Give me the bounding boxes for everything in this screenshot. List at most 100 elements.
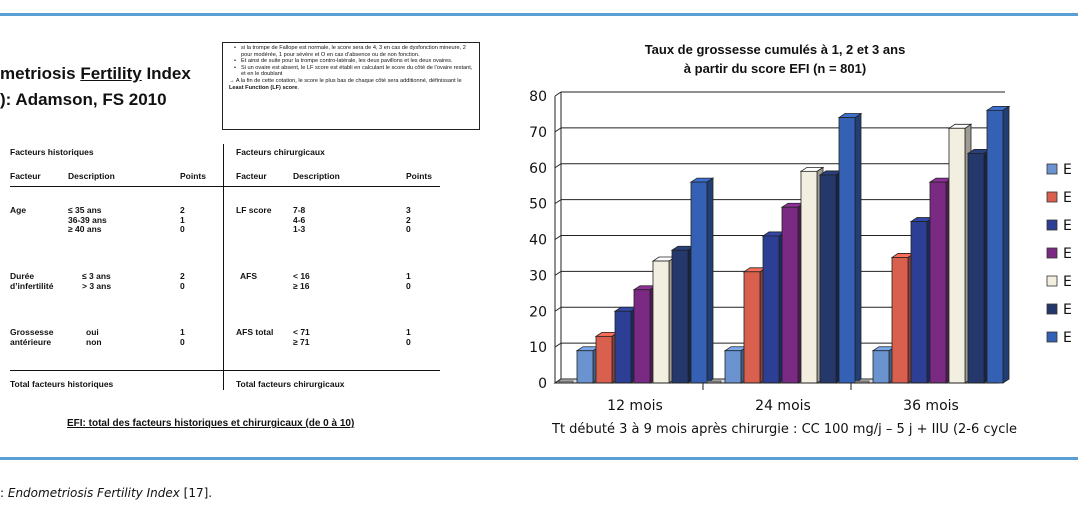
bar — [743, 271, 761, 384]
y-tick-label: 0 — [538, 376, 547, 392]
gridline-diagonal — [554, 270, 562, 276]
hist-factor: Durée d’infertilité — [10, 271, 54, 291]
bar — [891, 257, 909, 384]
bar — [986, 109, 1004, 384]
bar — [652, 260, 670, 384]
bar — [576, 350, 594, 384]
legend-swatch — [1046, 219, 1058, 231]
bar — [872, 350, 890, 384]
top-divider — [0, 13, 1078, 16]
y-tick-label: 20 — [529, 304, 547, 320]
table-column-rule — [223, 144, 224, 390]
bar — [929, 181, 947, 384]
chir-factor: AFS total — [236, 327, 274, 337]
hist-points: 1 0 — [180, 327, 185, 347]
chir-desc: 7-8 4-6 1-3 — [293, 205, 306, 235]
note-item: Et ainsi de suite pour la trompe contro-… — [234, 58, 473, 65]
gridline-diagonal — [554, 342, 562, 348]
chir-desc: < 71 ≥ 71 — [293, 327, 310, 347]
bar — [671, 249, 689, 384]
figure-caption: : Endometriosis Fertility Index [17]. — [0, 486, 213, 500]
col-factor: Facteur — [10, 171, 41, 181]
gridline-diagonal — [554, 127, 562, 133]
chir-points: 1 0 — [406, 327, 411, 347]
col-points: Points — [406, 171, 432, 181]
col-points: Points — [180, 171, 206, 181]
hist-desc: ≤ 35 ans 36-39 ans ≥ 40 ans — [68, 205, 107, 235]
bar — [800, 170, 818, 384]
table-total-rule — [10, 370, 440, 371]
bar — [910, 221, 928, 384]
bar — [948, 127, 966, 384]
x-category-label: 36 mois — [903, 398, 959, 414]
bar — [614, 310, 632, 384]
y-tick-label: 80 — [529, 89, 547, 105]
col-description: Description — [68, 171, 115, 181]
chir-factor: LF score — [236, 205, 272, 215]
y-tick-label: 10 — [529, 340, 547, 356]
gridline-diagonal — [554, 235, 562, 240]
bar — [633, 289, 651, 384]
hist-points: 2 0 — [180, 271, 185, 291]
hist-factor: Age — [10, 205, 27, 215]
hist-desc: oui non — [86, 327, 102, 347]
legend-label: E — [1063, 330, 1072, 346]
y-tick-label: 60 — [529, 161, 547, 177]
legend-label: E — [1063, 218, 1072, 234]
note-item: si la trompe de Fallope est normale, le … — [234, 45, 473, 58]
bar-side — [1002, 105, 1010, 384]
efi-title-line1: metriosis Fertility Index — [0, 64, 191, 83]
gridline-diagonal — [554, 91, 562, 97]
table-header-rule — [10, 186, 440, 187]
bar-side — [706, 177, 714, 384]
chir-points: 3 2 0 — [406, 205, 411, 235]
hist-desc: ≤ 3 ans > 3 ans — [82, 271, 112, 291]
bar — [724, 350, 742, 384]
y-tick-label: 30 — [529, 268, 547, 284]
chir-desc: < 16 ≥ 16 — [293, 271, 310, 291]
chart-treatment-note: Tt débuté 3 à 9 mois après chirurgie : C… — [552, 422, 1017, 437]
col-description: Description — [293, 171, 340, 181]
gridline-diagonal — [554, 163, 562, 169]
bottom-divider — [0, 457, 1078, 460]
gridline-diagonal — [554, 199, 562, 205]
legend-label: E — [1063, 162, 1072, 178]
hist-points: 2 1 0 — [180, 205, 185, 235]
legend-label: E — [1063, 190, 1072, 206]
efi-total-label: EFI: total des facteurs historiques et c… — [67, 418, 355, 429]
chir-factor: AFS — [240, 271, 257, 281]
hist-factor: Grossesse antérieure — [10, 327, 54, 347]
y-tick-label: 70 — [529, 125, 547, 141]
chir-points: 1 0 — [406, 271, 411, 291]
y-tick-label: 40 — [529, 233, 547, 249]
chart-title-line1: Taux de grossesse cumulés à 1, 2 et 3 an… — [644, 42, 906, 57]
legend-label: E — [1063, 246, 1072, 262]
bar — [595, 335, 613, 384]
legend-swatch — [1046, 331, 1058, 343]
chir-header: Facteurs chirurgicaux — [236, 147, 325, 157]
legend-label: E — [1063, 302, 1072, 318]
scoring-note-box: si la trompe de Fallope est normale, le … — [222, 42, 480, 130]
bar — [967, 153, 985, 384]
note-item: Si un ovaire est absent, le LF score est… — [234, 65, 473, 78]
gridline-diagonal — [554, 306, 562, 312]
chir-total: Total facteurs chirurgicaux — [236, 379, 345, 389]
chart-title: Taux de grossesse cumulés à 1, 2 et 3 an… — [600, 40, 950, 78]
legend-label: E — [1063, 274, 1072, 290]
y-tick-label: 50 — [529, 197, 547, 213]
legend-swatch — [1046, 275, 1058, 287]
bar — [781, 206, 799, 384]
legend-swatch — [1046, 163, 1058, 175]
bar — [838, 117, 856, 384]
bar — [762, 235, 780, 384]
legend-swatch — [1046, 191, 1058, 203]
x-category-label: 24 mois — [755, 398, 811, 414]
col-factor: Facteur — [236, 171, 267, 181]
bar-side — [854, 112, 862, 384]
x-category-label: 12 mois — [607, 398, 663, 414]
legend-swatch — [1046, 303, 1058, 315]
note-arrow-text: → A la fin de cette cotation, le score l… — [229, 77, 462, 91]
bar — [819, 174, 837, 384]
hist-total: Total facteurs historiques — [10, 379, 114, 389]
